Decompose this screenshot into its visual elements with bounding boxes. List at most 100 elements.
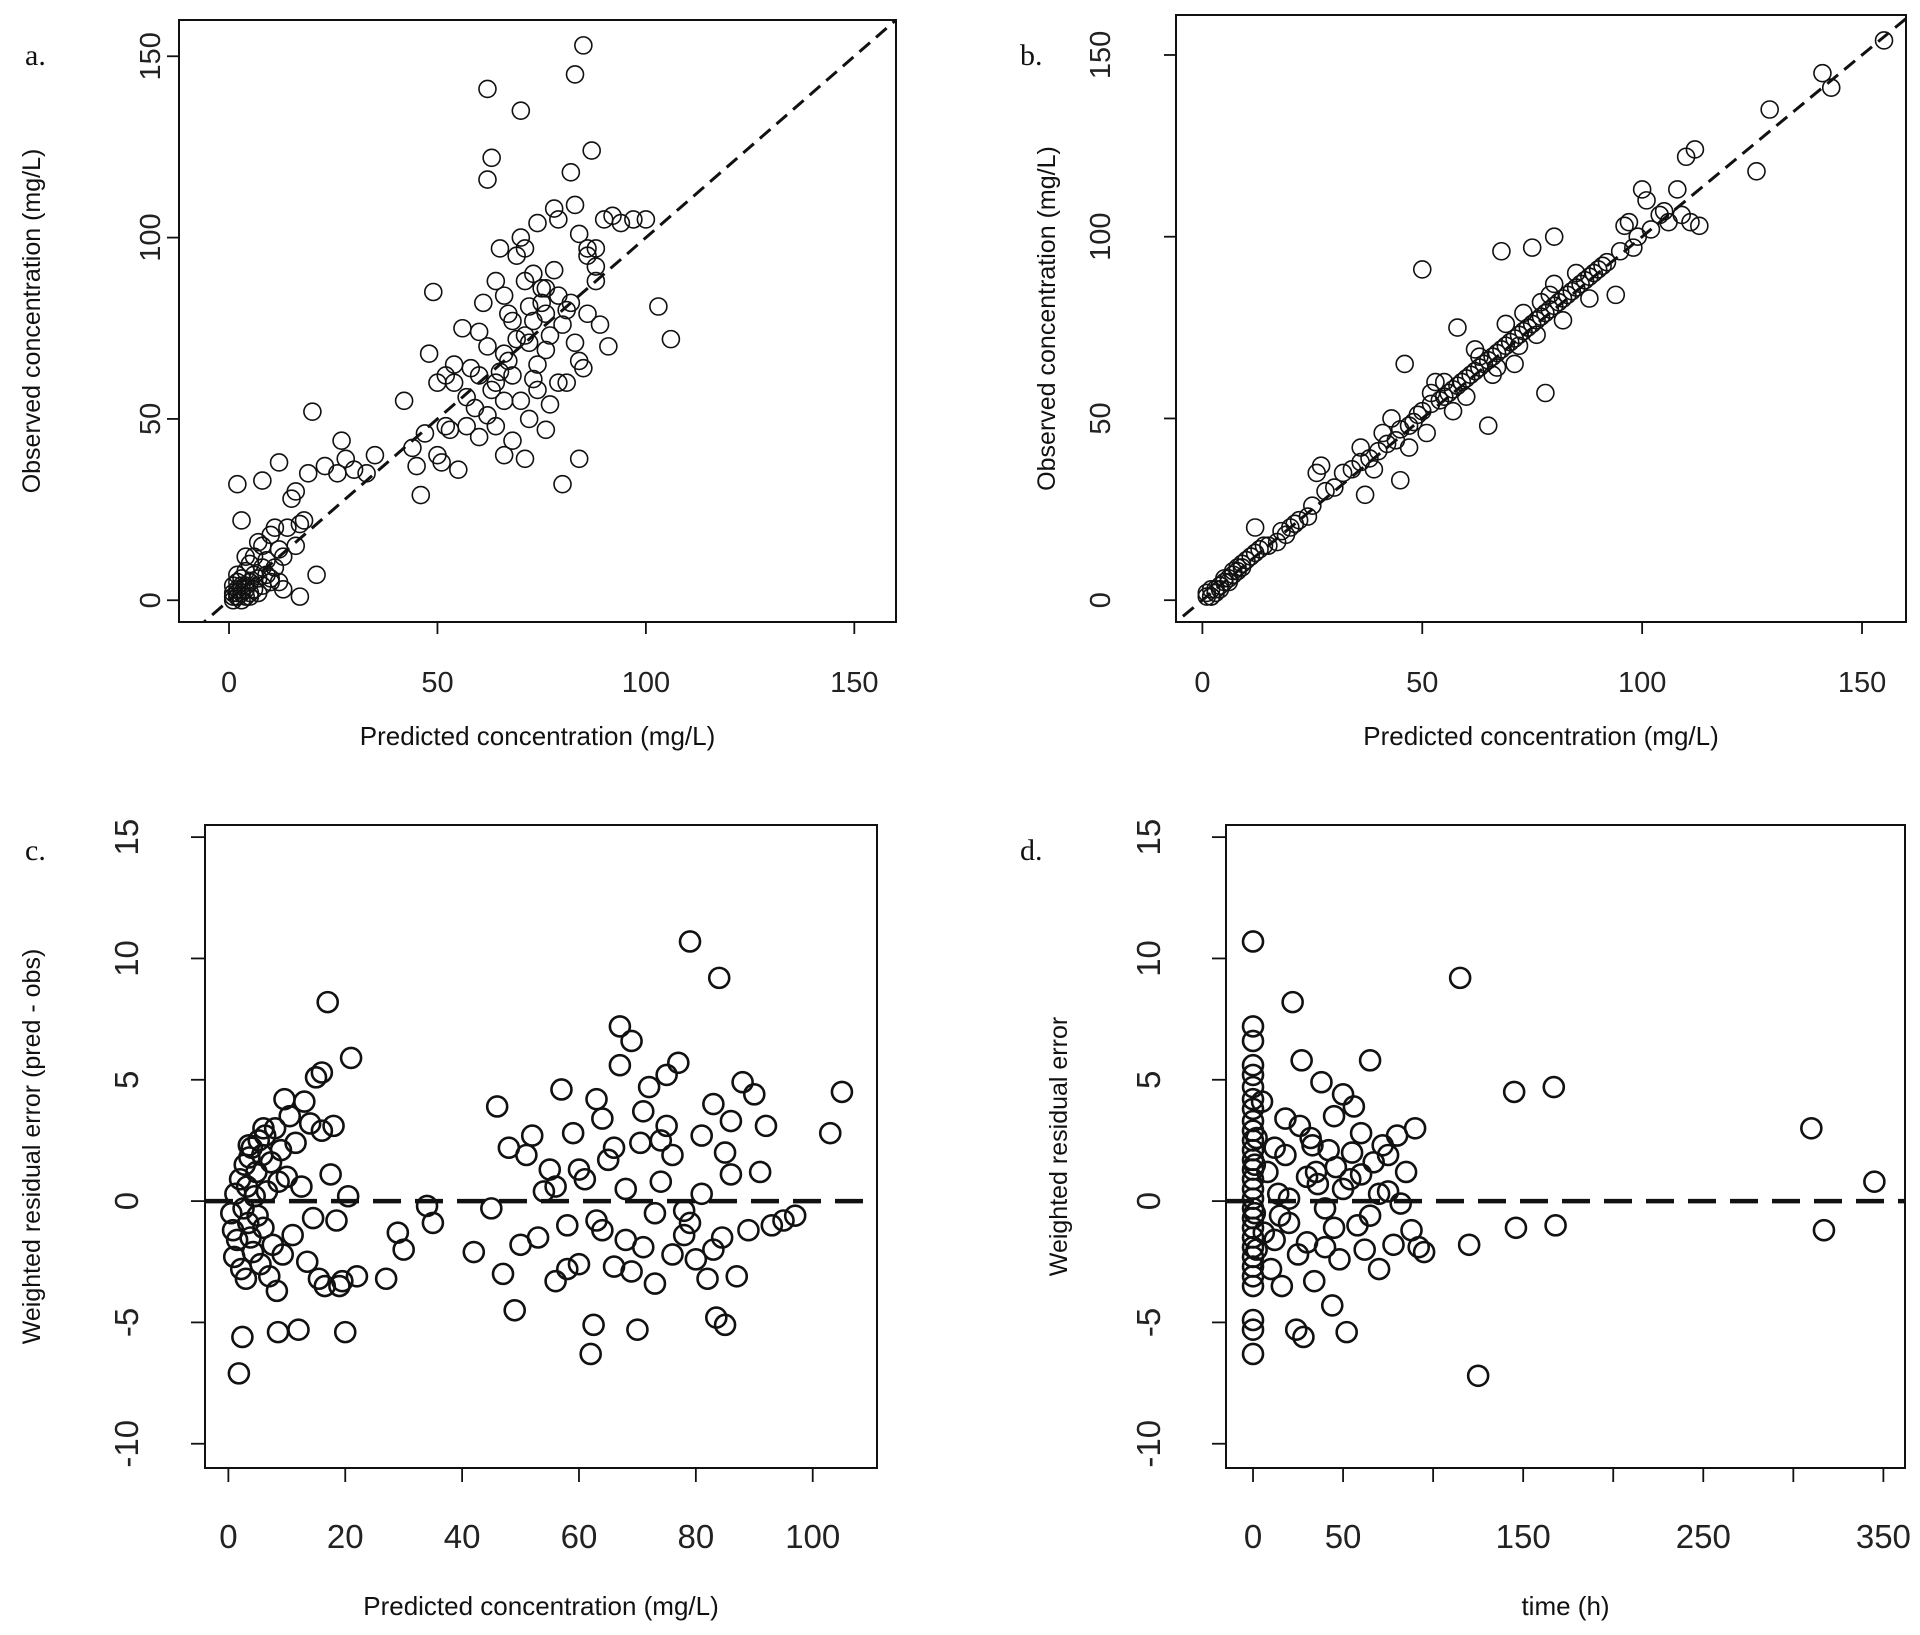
x-tick-label: 40: [444, 1518, 481, 1555]
y-tick-label: -5: [108, 1308, 145, 1337]
data-point: [436, 416, 456, 436]
data-point: [742, 1083, 766, 1106]
data-point: [1259, 536, 1278, 555]
data-point: [515, 1143, 538, 1167]
data-point: [1259, 1257, 1283, 1281]
data-point: [1328, 1248, 1351, 1271]
data-point: [490, 239, 510, 258]
data-point: [307, 1267, 331, 1291]
data-point: [536, 304, 556, 324]
data-point: [553, 474, 572, 494]
data-point: [227, 1362, 251, 1385]
data-point: [737, 1218, 760, 1242]
data-point: [1311, 456, 1331, 476]
data-point: [494, 344, 514, 363]
data-point: [515, 239, 535, 258]
data-point: [578, 239, 597, 258]
data-point: [1241, 1342, 1265, 1366]
data-point: [511, 101, 531, 120]
data-point: [1292, 1325, 1315, 1349]
data-point: [550, 1078, 573, 1101]
data-point: [1263, 1228, 1286, 1252]
data-point: [1457, 1233, 1481, 1257]
panel-label: b.: [1020, 39, 1043, 72]
y-tick-label: 50: [135, 403, 167, 435]
data-point: [319, 1163, 342, 1186]
data-point: [1274, 1143, 1297, 1167]
y-tick-label: 150: [135, 32, 167, 80]
x-tick-label: 0: [1244, 1518, 1262, 1555]
data-point: [549, 373, 568, 392]
data-point: [499, 304, 518, 324]
data-point: [1295, 1165, 1319, 1189]
data-point: [707, 966, 731, 990]
data-point: [526, 1226, 550, 1249]
y-tick-label: 100: [1085, 213, 1117, 261]
data-point: [725, 1265, 749, 1288]
data-point: [536, 420, 556, 440]
data-point: [278, 1104, 302, 1128]
panel-label: d.: [1020, 834, 1043, 867]
data-point: [1502, 1080, 1526, 1104]
data-point: [273, 547, 293, 567]
data-point: [1456, 387, 1476, 406]
data-point: [1243, 1153, 1267, 1176]
data-point: [1362, 1150, 1385, 1174]
data-point: [295, 1250, 319, 1274]
x-tick-label: 0: [1194, 667, 1210, 699]
data-point: [269, 1138, 293, 1162]
data-point: [1367, 1182, 1391, 1206]
data-point: [649, 297, 668, 316]
data-point: [582, 1313, 605, 1337]
data-point: [236, 547, 255, 567]
data-point: [494, 445, 514, 465]
data-point: [1266, 1182, 1290, 1206]
data-point: [1624, 238, 1643, 257]
data-point: [1632, 180, 1652, 199]
data-point: [238, 1146, 261, 1169]
data-point: [298, 1112, 322, 1135]
data-point: [528, 380, 547, 400]
x-tick-label: 0: [219, 1518, 237, 1555]
data-point: [392, 1238, 415, 1261]
y-tick-label: 15: [1130, 819, 1167, 856]
data-point: [561, 163, 581, 182]
y-axis-title: Weighted residual error (pred - obs): [18, 949, 46, 1345]
data-point: [1544, 1214, 1567, 1237]
data-point: [1542, 1075, 1566, 1099]
data-point: [1313, 1235, 1337, 1259]
data-point: [1821, 78, 1841, 97]
data-point: [565, 65, 585, 84]
y-tick-label: 0: [1130, 1192, 1167, 1210]
data-point: [284, 1131, 307, 1155]
data-point: [586, 239, 606, 258]
data-point: [234, 1267, 258, 1291]
x-axis-title: Predicted concentration (mg/L): [363, 1591, 719, 1621]
data-point: [1496, 314, 1516, 334]
data-point: [253, 471, 272, 490]
data-point: [1412, 1240, 1436, 1264]
y-tick-label: -10: [1130, 1420, 1167, 1468]
data-point: [290, 587, 310, 606]
data-point: [1874, 31, 1894, 50]
data-point: [290, 1175, 313, 1198]
data-point: [524, 311, 543, 331]
data-point: [281, 1223, 304, 1247]
plot-area: [1176, 16, 1906, 622]
data-point: [1376, 1180, 1400, 1203]
data-point: [1289, 510, 1309, 530]
data-point: [818, 1121, 842, 1145]
data-point: [407, 456, 426, 476]
data-point: [1241, 1308, 1265, 1332]
data-point: [1681, 212, 1700, 232]
data-point: [1298, 507, 1318, 526]
plot-frame: [1225, 824, 1906, 1469]
data-point: [1331, 1083, 1355, 1106]
data-point: [1241, 1015, 1265, 1038]
data-point: [528, 213, 547, 233]
data-point: [1335, 1320, 1358, 1344]
data-point: [462, 1240, 486, 1264]
data-point: [1241, 1087, 1265, 1111]
data-point: [266, 1320, 290, 1344]
data-point: [1241, 1318, 1265, 1341]
